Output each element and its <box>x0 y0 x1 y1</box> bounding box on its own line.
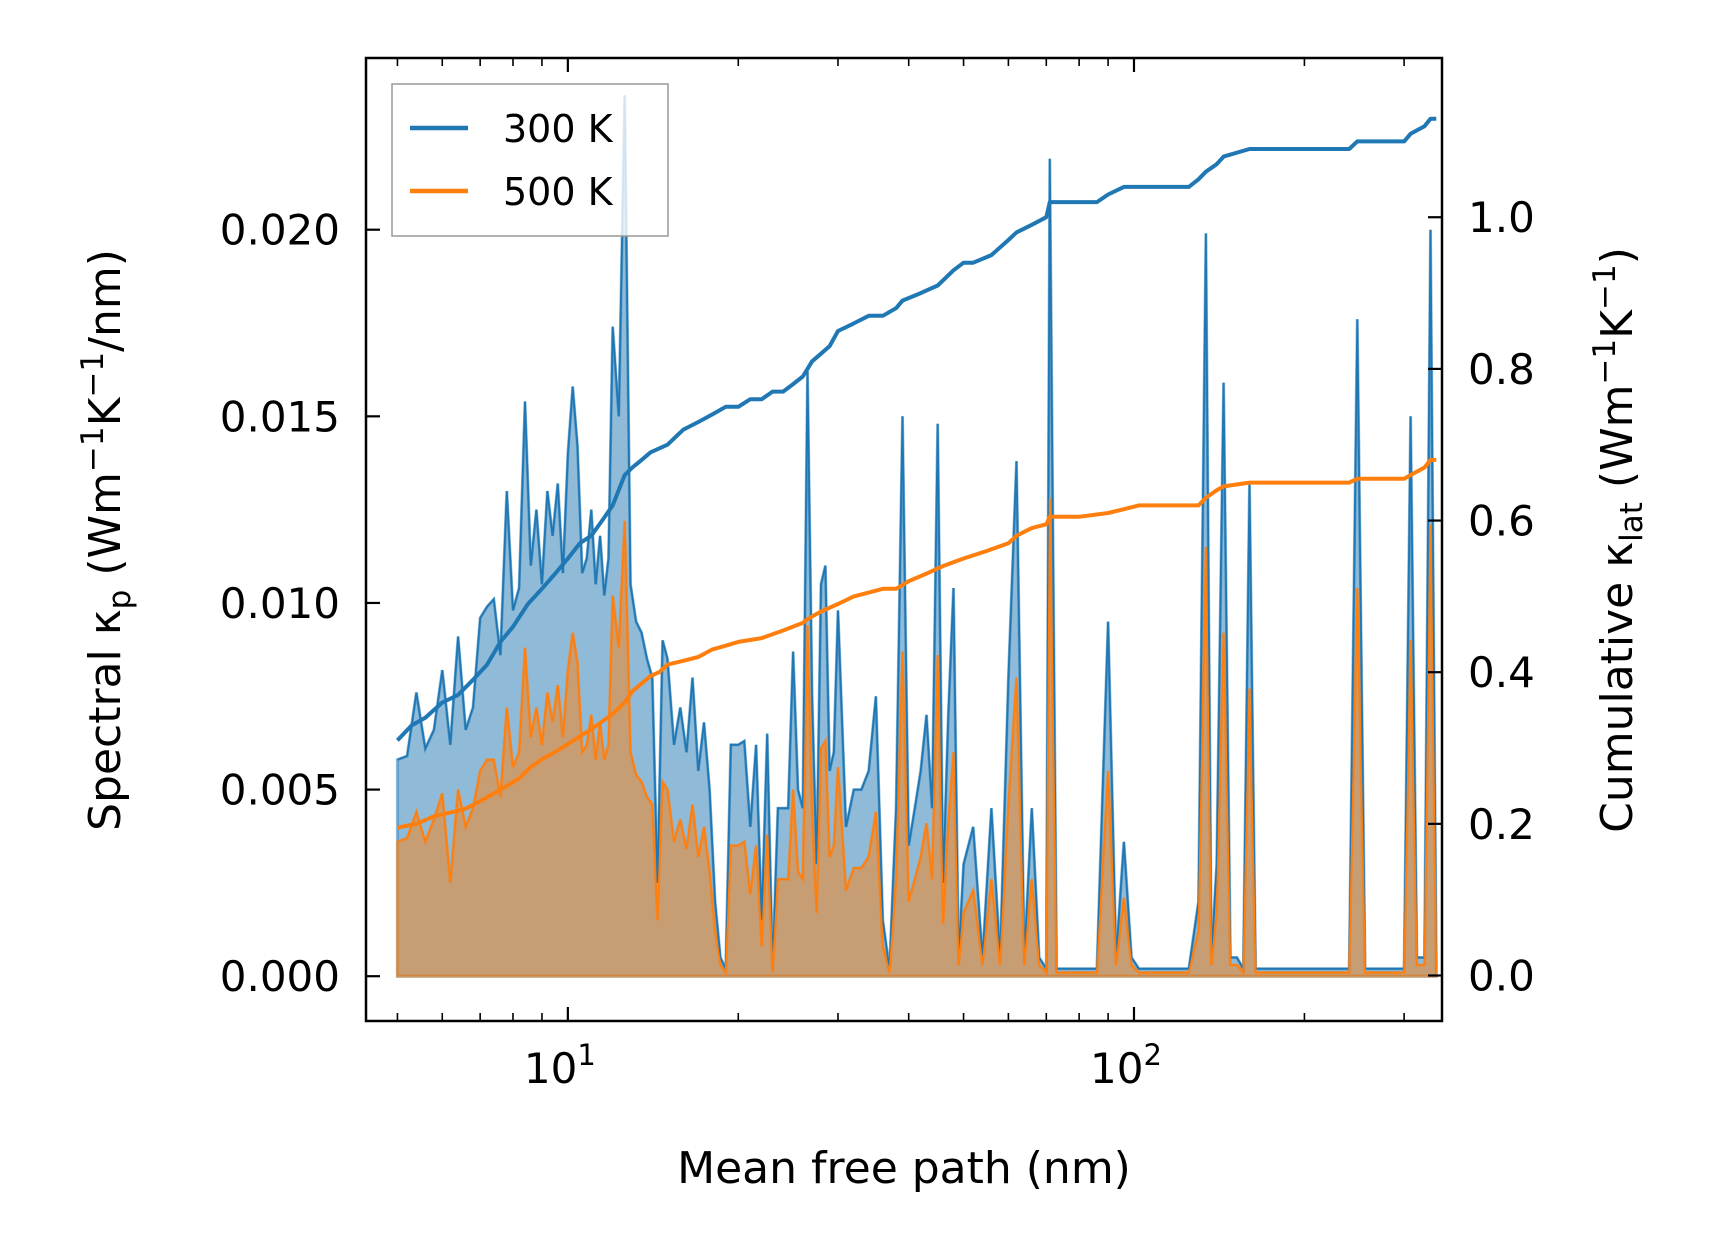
legend-box <box>391 83 669 237</box>
spectral-line-300k <box>397 95 1438 973</box>
cumulative-lines <box>395 116 1437 830</box>
y-left-tick-label: 0.015 <box>220 392 340 441</box>
y-right-tick-label: 0.0 <box>1468 952 1535 1001</box>
legend: 300 K 500 K <box>391 83 669 237</box>
y-right-tick-label: 0.6 <box>1468 497 1535 546</box>
x-axis-title: Mean free path (nm) <box>677 1143 1131 1194</box>
y-left-tick-label: 0.000 <box>220 952 340 1001</box>
legend-label-300k: 300 K <box>503 107 614 151</box>
plot-area <box>395 95 1438 978</box>
y-axis-right-title: Cumulative κlat (Wm−1K−1) <box>1587 247 1650 833</box>
x-tick-label: 101 <box>524 1038 596 1093</box>
y-left-tick-label: 0.020 <box>220 206 340 255</box>
legend-label-500k: 500 K <box>503 170 614 214</box>
y-right-tick-label: 0.4 <box>1468 648 1535 697</box>
plot-frame <box>364 56 1444 1023</box>
y-right-tick-label: 1.0 <box>1468 193 1535 242</box>
cumulative-line-300k <box>395 116 1437 742</box>
spectral-lines <box>397 95 1438 976</box>
y-left-tick-label: 0.005 <box>220 766 340 815</box>
spectral-line-500k <box>397 498 1438 976</box>
axis-ticks: 0.000 0.005 0.010 0.015 0.020 0.0 0.2 0.4 0.6 0.8… <box>220 58 1535 1093</box>
x-tick-label: 102 <box>1090 1038 1162 1093</box>
y-left-tick-label: 0.010 <box>220 579 340 628</box>
cumulative-line-500k <box>397 457 1437 830</box>
y-axis-left-title: Spectral κp (Wm−1K−1/nm) <box>75 249 138 831</box>
y-right-tick-label: 0.8 <box>1468 345 1535 394</box>
y-right-tick-label: 0.2 <box>1468 800 1535 849</box>
